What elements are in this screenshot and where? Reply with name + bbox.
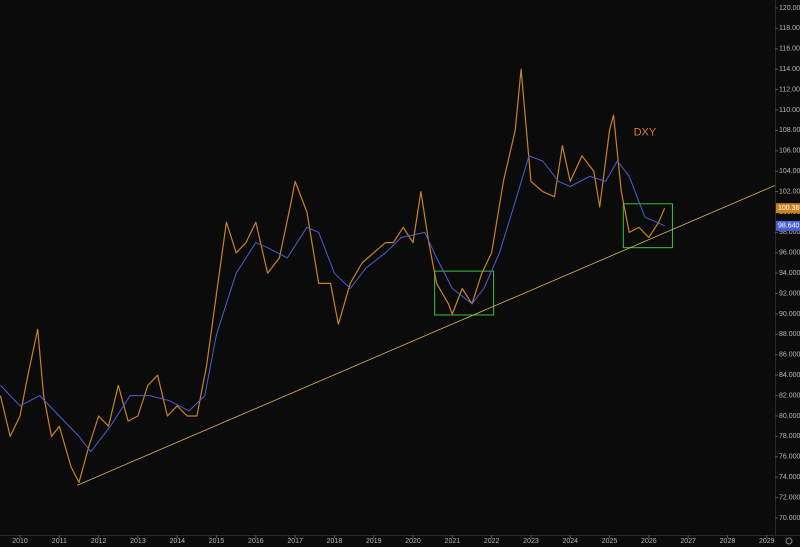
y-tick-label: 88.000: [779, 331, 800, 338]
x-tick-label: 2028: [720, 538, 736, 545]
y-tick-label: 80.000: [779, 413, 800, 420]
annotation: DXY: [634, 126, 657, 138]
x-tick-label: 2026: [641, 538, 657, 545]
y-tick-label: 74.000: [779, 474, 800, 481]
x-tick-label: 2025: [602, 538, 618, 545]
y-tick-label: 86.000: [779, 352, 800, 359]
highlight-box: [622, 203, 673, 249]
price-line: [0, 68, 666, 483]
x-tick-label: 2022: [484, 538, 500, 545]
x-tick-label: 2027: [680, 538, 696, 545]
y-tick-label: 108.000: [779, 127, 800, 134]
moving-average: [0, 155, 665, 453]
x-tick-label: 2020: [405, 538, 421, 545]
trendline: [76, 185, 775, 486]
highlight-box: [434, 270, 495, 316]
x-tick-label: 2011: [52, 538, 67, 545]
last-value-label: 98.640: [778, 223, 800, 230]
x-tick-label: 2015: [209, 538, 225, 545]
x-tick-label: 2014: [169, 538, 185, 545]
y-tick-label: 98.000: [779, 229, 800, 236]
settings-icon-ring: [785, 537, 793, 545]
y-tick-label: 102.000: [779, 188, 800, 195]
x-tick-label: 2010: [12, 538, 28, 545]
y-tick-label: 104.000: [779, 168, 800, 175]
y-tick-label: 94.000: [779, 270, 800, 277]
x-tick-label: 2023: [523, 538, 539, 545]
y-tick-label: 78.000: [779, 433, 800, 440]
settings-icon[interactable]: [785, 537, 793, 545]
y-tick-label: 114.000: [779, 66, 800, 73]
x-tick-label: 2029: [759, 538, 775, 545]
last-value-label: 100.369: [778, 205, 800, 212]
y-tick-label: 112.000: [779, 86, 800, 93]
y-tick-label: 110.000: [779, 107, 800, 114]
y-tick-label: 70.000: [779, 515, 800, 522]
y-tick-label: 116.000: [779, 46, 800, 53]
y-tick-label: 82.000: [779, 392, 800, 399]
y-tick-label: 84.000: [779, 372, 800, 379]
x-tick-label: 2018: [327, 538, 343, 545]
x-tick-label: 2016: [248, 538, 264, 545]
y-tick-label: 106.000: [779, 148, 800, 155]
last-value-badge: [776, 203, 800, 214]
x-tick-label: 2012: [91, 538, 107, 545]
y-tick-label: 72.000: [779, 494, 800, 501]
y-tick-label: 76.000: [779, 454, 800, 461]
x-tick-label: 2021: [445, 538, 461, 545]
y-tick-label: 92.000: [779, 290, 800, 297]
last-value-badge: [776, 220, 800, 231]
x-tick-label: 2013: [130, 538, 146, 545]
x-tick-label: 2017: [287, 538, 303, 545]
x-tick-label: 2024: [562, 538, 578, 545]
y-tick-label: 118.000: [779, 25, 800, 32]
y-tick-label: 120.000: [779, 5, 800, 12]
y-tick-label: 90.000: [779, 311, 800, 318]
x-tick-label: 2019: [366, 538, 382, 545]
y-tick-label: 96.000: [779, 250, 800, 257]
